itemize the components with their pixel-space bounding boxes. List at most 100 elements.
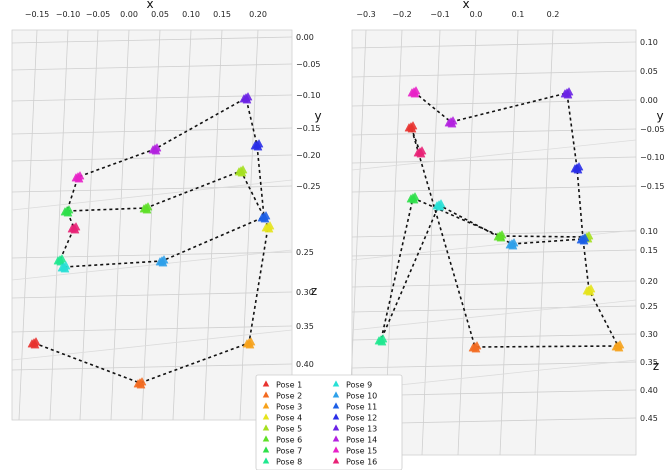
legend-label: Pose 8 (276, 458, 302, 467)
pose-triangle (60, 263, 70, 273)
y-tick-label: −0.15 (296, 124, 321, 133)
pose-triangle (142, 204, 152, 214)
grid-line (351, 305, 637, 313)
pose-triangle (573, 164, 583, 174)
pose-triangle (151, 145, 161, 155)
pose-triangle (253, 141, 263, 151)
pose-marker-14 (148, 142, 162, 155)
legend-label: Pose 3 (276, 403, 302, 412)
z-tick-label: 0.35 (296, 322, 314, 331)
pose-marker-13 (239, 91, 253, 104)
pose-marker-3 (611, 339, 625, 352)
pose-marker-1 (404, 120, 418, 133)
grid-line (11, 179, 293, 211)
legend-marker (332, 402, 340, 409)
grid-line (79, 29, 99, 421)
x-tick-label: −0.3 (356, 10, 375, 19)
pose-marker-10 (505, 237, 519, 250)
pose-triangle (264, 223, 274, 233)
grid-line (203, 29, 223, 421)
x-tick-label: −0.15 (25, 10, 50, 19)
x-tick-label: 0.1 (512, 10, 525, 19)
pose-triangle (471, 343, 481, 353)
pose-marker-6 (493, 229, 507, 242)
legend-label: Pose 15 (346, 447, 377, 456)
pose-marker-2 (133, 376, 147, 389)
grid-line (457, 29, 477, 456)
z-tick-label: 0.30 (296, 288, 314, 297)
pose-marker-1 (27, 336, 41, 349)
y-axis-label: y (314, 109, 321, 123)
pose-triangle (30, 339, 40, 349)
pose-marker-14 (444, 115, 458, 128)
z-axis-label: z (653, 359, 659, 373)
legend-label: Pose 10 (346, 392, 377, 401)
grid-line (351, 156, 637, 164)
grid-line (49, 29, 69, 421)
pose-triangle (410, 88, 420, 98)
x-tick-label: −0.10 (56, 10, 81, 19)
grid-line (11, 251, 293, 259)
pose-triangle (377, 336, 387, 346)
z-tick-label: 0.20 (640, 277, 658, 286)
x-tick-label: −0.05 (86, 10, 111, 19)
pose-triangle (447, 118, 457, 128)
pose-triangle (74, 173, 84, 183)
pose-triangle (260, 213, 270, 223)
pose-triangle (416, 148, 426, 158)
z-tick-label: 0.35 (640, 358, 658, 367)
z-tick-label: 0.25 (640, 302, 658, 311)
x-tick-label: 0.10 (182, 10, 200, 19)
legend-label: Pose 6 (276, 436, 302, 445)
legend-marker (262, 391, 270, 398)
pose-marker-4 (582, 283, 596, 296)
grid-line (11, 329, 293, 361)
y-tick-label: −0.05 (640, 125, 664, 134)
z-tick-label: 0.45 (640, 414, 658, 423)
legend-label: Pose 12 (346, 414, 377, 423)
pose-marker-8 (53, 253, 67, 266)
pose-marker-10 (155, 254, 169, 267)
z-tick-label: 0.10 (640, 227, 658, 236)
x-tick-label: 0.0 (470, 10, 483, 19)
grid-line (351, 361, 637, 369)
trajectory-path (380, 91, 620, 348)
y-tick-label: −0.15 (640, 182, 664, 191)
pose-marker-11 (257, 210, 271, 223)
pose-triangle (70, 224, 80, 234)
x-tick-label: −0.1 (430, 10, 449, 19)
pose-triangle (245, 339, 255, 349)
grid-line (351, 70, 637, 78)
legend-marker (332, 446, 340, 453)
pose-triangle (435, 201, 445, 211)
pose-triangle (63, 207, 73, 217)
pose-marker-16 (413, 145, 427, 158)
z-tick-label: 0.15 (640, 246, 658, 255)
y-tick-label: −0.05 (296, 60, 321, 69)
legend-marker (332, 424, 340, 431)
legend-label: Pose 5 (276, 425, 302, 434)
grid-line (421, 29, 441, 456)
grid-line (351, 299, 637, 331)
legend-marker (332, 457, 340, 464)
pose-marker-15 (71, 170, 85, 183)
x-tick-label: 0.15 (213, 10, 231, 19)
pose-marker-7 (60, 204, 74, 217)
pose-triangle (407, 123, 417, 133)
grid-line (110, 29, 130, 421)
legend-label: Pose 1 (276, 381, 302, 390)
pose-marker-8 (374, 333, 388, 346)
pose-marker-9 (432, 198, 446, 211)
legend-label: Pose 7 (276, 447, 302, 456)
grid-line (11, 36, 293, 44)
pose-triangle (563, 89, 573, 99)
z-tick-label: 0.40 (640, 386, 658, 395)
z-tick-label: 0.25 (296, 248, 314, 257)
grid-line (351, 333, 637, 341)
pose-triangle (614, 342, 624, 352)
legend-marker (262, 435, 270, 442)
legend-marker (332, 391, 340, 398)
grid-line (239, 29, 259, 421)
grid-line (11, 185, 293, 193)
